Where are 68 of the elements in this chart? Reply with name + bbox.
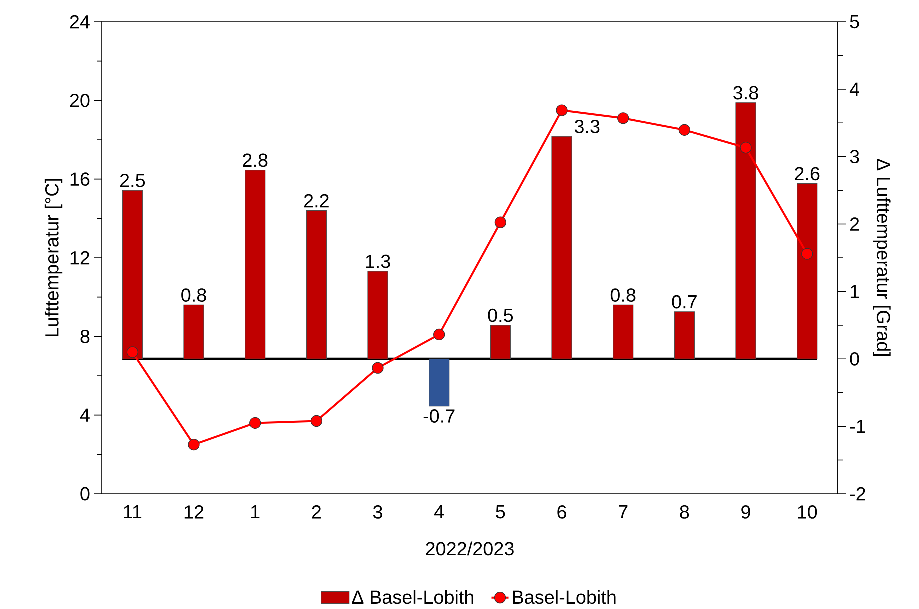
x-tick-label: 8 bbox=[680, 506, 690, 519]
y2-tick-label: 0 bbox=[850, 352, 860, 366]
y-tick-label: 16 bbox=[70, 172, 90, 186]
x-tick-label: 2 bbox=[312, 506, 321, 519]
y2-tick-label: 1 bbox=[850, 285, 860, 298]
y2-axis-title: Δ Lufttemperatur [Grad] bbox=[873, 159, 891, 356]
y-tick-label: 0 bbox=[80, 487, 90, 501]
data-label: 3.3 bbox=[574, 120, 600, 134]
point bbox=[434, 328, 446, 340]
data-label: 0.8 bbox=[182, 288, 206, 302]
y-tick-label: 24 bbox=[70, 15, 90, 29]
x-axis-title: 2022/2023 bbox=[426, 542, 514, 556]
bar bbox=[368, 271, 388, 360]
data-label: -0.7 bbox=[424, 410, 455, 423]
y-tick-label: 8 bbox=[80, 330, 90, 344]
point bbox=[494, 216, 506, 228]
x-tick-label: 6 bbox=[558, 506, 566, 519]
y2-tick-label: 3 bbox=[850, 150, 860, 164]
y2-tick-label: 2 bbox=[850, 218, 860, 231]
bar bbox=[613, 304, 634, 360]
x-tick-label: 4 bbox=[434, 506, 444, 519]
y2-tick-label: 4 bbox=[850, 82, 860, 96]
data-label: 2.5 bbox=[120, 174, 146, 188]
data-label: 2.8 bbox=[243, 154, 268, 168]
data-label: 2.2 bbox=[304, 194, 329, 208]
bar bbox=[674, 312, 695, 360]
point bbox=[126, 346, 138, 358]
point bbox=[678, 124, 690, 136]
point bbox=[188, 439, 200, 451]
point bbox=[618, 112, 630, 124]
bar bbox=[184, 304, 204, 360]
x-tick-label: 11 bbox=[124, 506, 142, 519]
x-tick-label: 7 bbox=[619, 506, 628, 519]
bar bbox=[490, 325, 511, 360]
data-label: 0.7 bbox=[672, 295, 697, 309]
legend-label: Δ Basel-Lobith bbox=[352, 590, 474, 604]
legend-label: Basel-Lobith bbox=[513, 590, 616, 604]
bar bbox=[797, 184, 818, 360]
point bbox=[250, 417, 262, 429]
y-axis-title: Lufttemperatur [°C] bbox=[44, 179, 63, 337]
x-tick-label: 5 bbox=[496, 506, 506, 519]
bar bbox=[122, 190, 143, 360]
bar bbox=[552, 136, 572, 360]
data-label: 0.5 bbox=[488, 308, 514, 322]
y2-tick-label: 5 bbox=[850, 15, 860, 29]
y-tick-label: 20 bbox=[70, 94, 90, 108]
x-tick-label: 12 bbox=[184, 506, 204, 519]
y-tick-label: 12 bbox=[70, 251, 90, 265]
point bbox=[802, 248, 814, 260]
bar bbox=[736, 102, 756, 360]
bar bbox=[429, 358, 450, 407]
point bbox=[740, 142, 752, 154]
point bbox=[310, 415, 322, 428]
x-tick-label: 1 bbox=[252, 506, 260, 519]
x-tick-label: 10 bbox=[798, 506, 818, 519]
data-label: 1.3 bbox=[366, 254, 390, 268]
y-tick-label: 4 bbox=[80, 408, 90, 422]
point bbox=[556, 104, 568, 116]
x-tick-label: 9 bbox=[742, 506, 750, 519]
y2-tick-label: -1 bbox=[850, 420, 866, 434]
y2-tick-label: -2 bbox=[850, 487, 866, 501]
data-label: 2.6 bbox=[795, 167, 820, 181]
data-label: 3.8 bbox=[734, 86, 758, 100]
data-label: 0.8 bbox=[610, 288, 636, 302]
bar bbox=[306, 210, 327, 360]
point bbox=[372, 362, 384, 374]
bar bbox=[245, 170, 266, 360]
x-tick-label: 3 bbox=[373, 506, 382, 519]
